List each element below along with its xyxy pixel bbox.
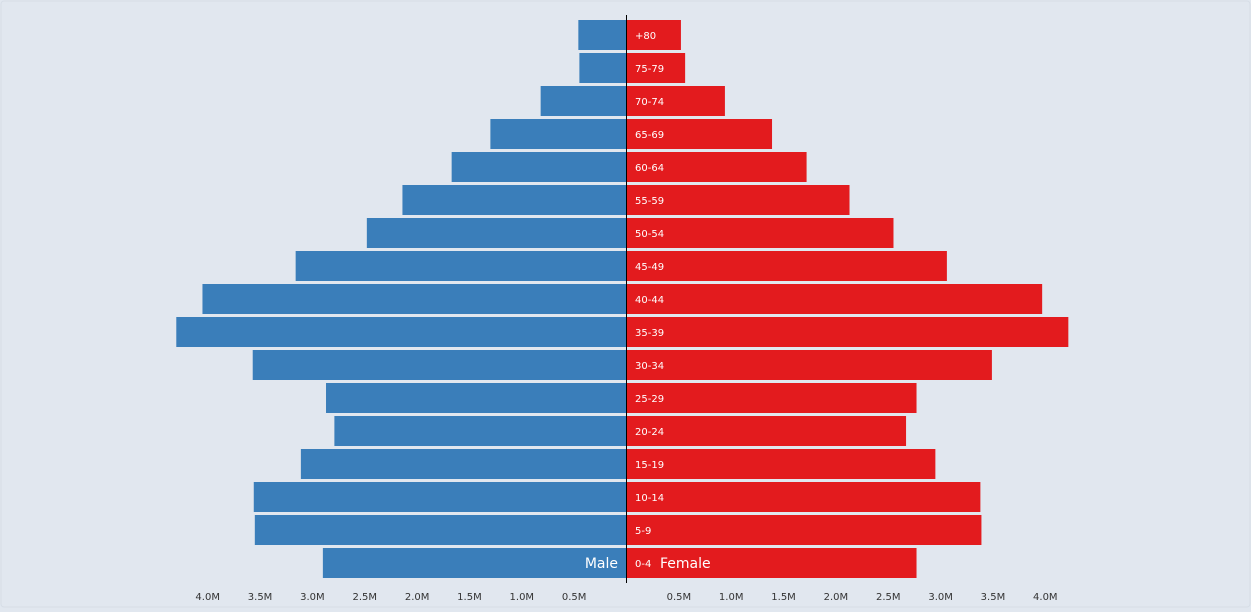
female-bar-55-59: [626, 185, 850, 215]
age-label: 70-74: [635, 97, 664, 108]
age-label: 10-14: [635, 493, 664, 504]
x-tick-label-left: 1.5M: [457, 592, 482, 603]
age-label: 45-49: [635, 262, 664, 273]
male-bar-50-54: [366, 218, 627, 248]
male-bar-35-39: [176, 317, 627, 347]
female-bar-35-39: [626, 317, 1069, 347]
female-bar-+80: [626, 20, 681, 50]
x-tick-label-left: 4.0M: [195, 592, 220, 603]
x-tick-label-right: 0.5M: [667, 592, 692, 603]
male-bar-55-59: [402, 185, 627, 215]
female-bar-10-14: [626, 482, 981, 512]
age-label: 25-29: [635, 394, 664, 405]
x-tick-label-left: 2.0M: [405, 592, 430, 603]
male-bar-70-74: [540, 86, 627, 116]
age-group-labels: +80 75-79 70-74 65-69 60-64 55-59 50-54 45-49 40…: [635, 31, 664, 570]
x-tick-label-right: 3.0M: [928, 592, 953, 603]
male-bars: [176, 20, 627, 578]
female-bar-25-29: [626, 383, 917, 413]
male-bar-15-19: [300, 449, 627, 479]
age-label: 55-59: [635, 196, 664, 207]
x-tick-label-left: 3.5M: [248, 592, 273, 603]
x-tick-label-right: 4.0M: [1033, 592, 1058, 603]
male-bar-65-69: [490, 119, 627, 149]
age-label: 65-69: [635, 130, 664, 141]
x-tick-label-right: 3.5M: [981, 592, 1006, 603]
female-bar-0-4: [626, 548, 917, 578]
age-label: 15-19: [635, 460, 664, 471]
female-bar-15-19: [626, 449, 936, 479]
male-bar-20-24: [334, 416, 627, 446]
female-bar-20-24: [626, 416, 907, 446]
x-tick-label-right: 1.0M: [719, 592, 744, 603]
x-axis-ticks: 4.0M 3.5M 3.0M 2.5M 2.0M 1.5M 1.0M 0.5M 0.5M 1.0M…: [195, 592, 1057, 603]
age-label: 75-79: [635, 64, 664, 75]
x-tick-label-right: 1.5M: [771, 592, 796, 603]
female-series-label: Female: [660, 556, 711, 572]
x-tick-label-left: 2.5M: [352, 592, 377, 603]
age-label: 20-24: [635, 427, 664, 438]
female-bar-75-79: [626, 53, 686, 83]
age-label: 35-39: [635, 328, 664, 339]
age-label: 0-4: [635, 559, 651, 570]
x-tick-label-left: 3.0M: [300, 592, 325, 603]
age-label: 30-34: [635, 361, 664, 372]
female-bar-45-49: [626, 251, 947, 281]
x-tick-label-right: 2.5M: [876, 592, 901, 603]
age-label: 40-44: [635, 295, 664, 306]
age-label: 50-54: [635, 229, 664, 240]
female-bar-60-64: [626, 152, 807, 182]
male-bar-5-9: [254, 515, 627, 545]
female-bar-40-44: [626, 284, 1043, 314]
female-bars: [626, 20, 1069, 578]
male-bar-40-44: [202, 284, 627, 314]
male-bar-30-34: [252, 350, 627, 380]
x-tick-label-left: 1.0M: [510, 592, 535, 603]
age-label: 5-9: [635, 526, 651, 537]
female-bar-70-74: [626, 86, 725, 116]
x-tick-label-right: 2.0M: [824, 592, 849, 603]
female-bar-65-69: [626, 119, 773, 149]
male-bar-10-14: [253, 482, 627, 512]
male-bar-0-4: [322, 548, 627, 578]
female-bar-5-9: [626, 515, 982, 545]
female-bar-30-34: [626, 350, 992, 380]
male-bar-25-29: [326, 383, 627, 413]
male-bar-75-79: [579, 53, 627, 83]
female-bar-50-54: [626, 218, 894, 248]
male-bar-+80: [578, 20, 627, 50]
x-tick-label-left: 0.5M: [562, 592, 587, 603]
male-series-label: Male: [585, 556, 618, 572]
age-label: 60-64: [635, 163, 664, 174]
age-label: +80: [635, 31, 656, 42]
male-bar-45-49: [295, 251, 627, 281]
male-bar-60-64: [451, 152, 627, 182]
